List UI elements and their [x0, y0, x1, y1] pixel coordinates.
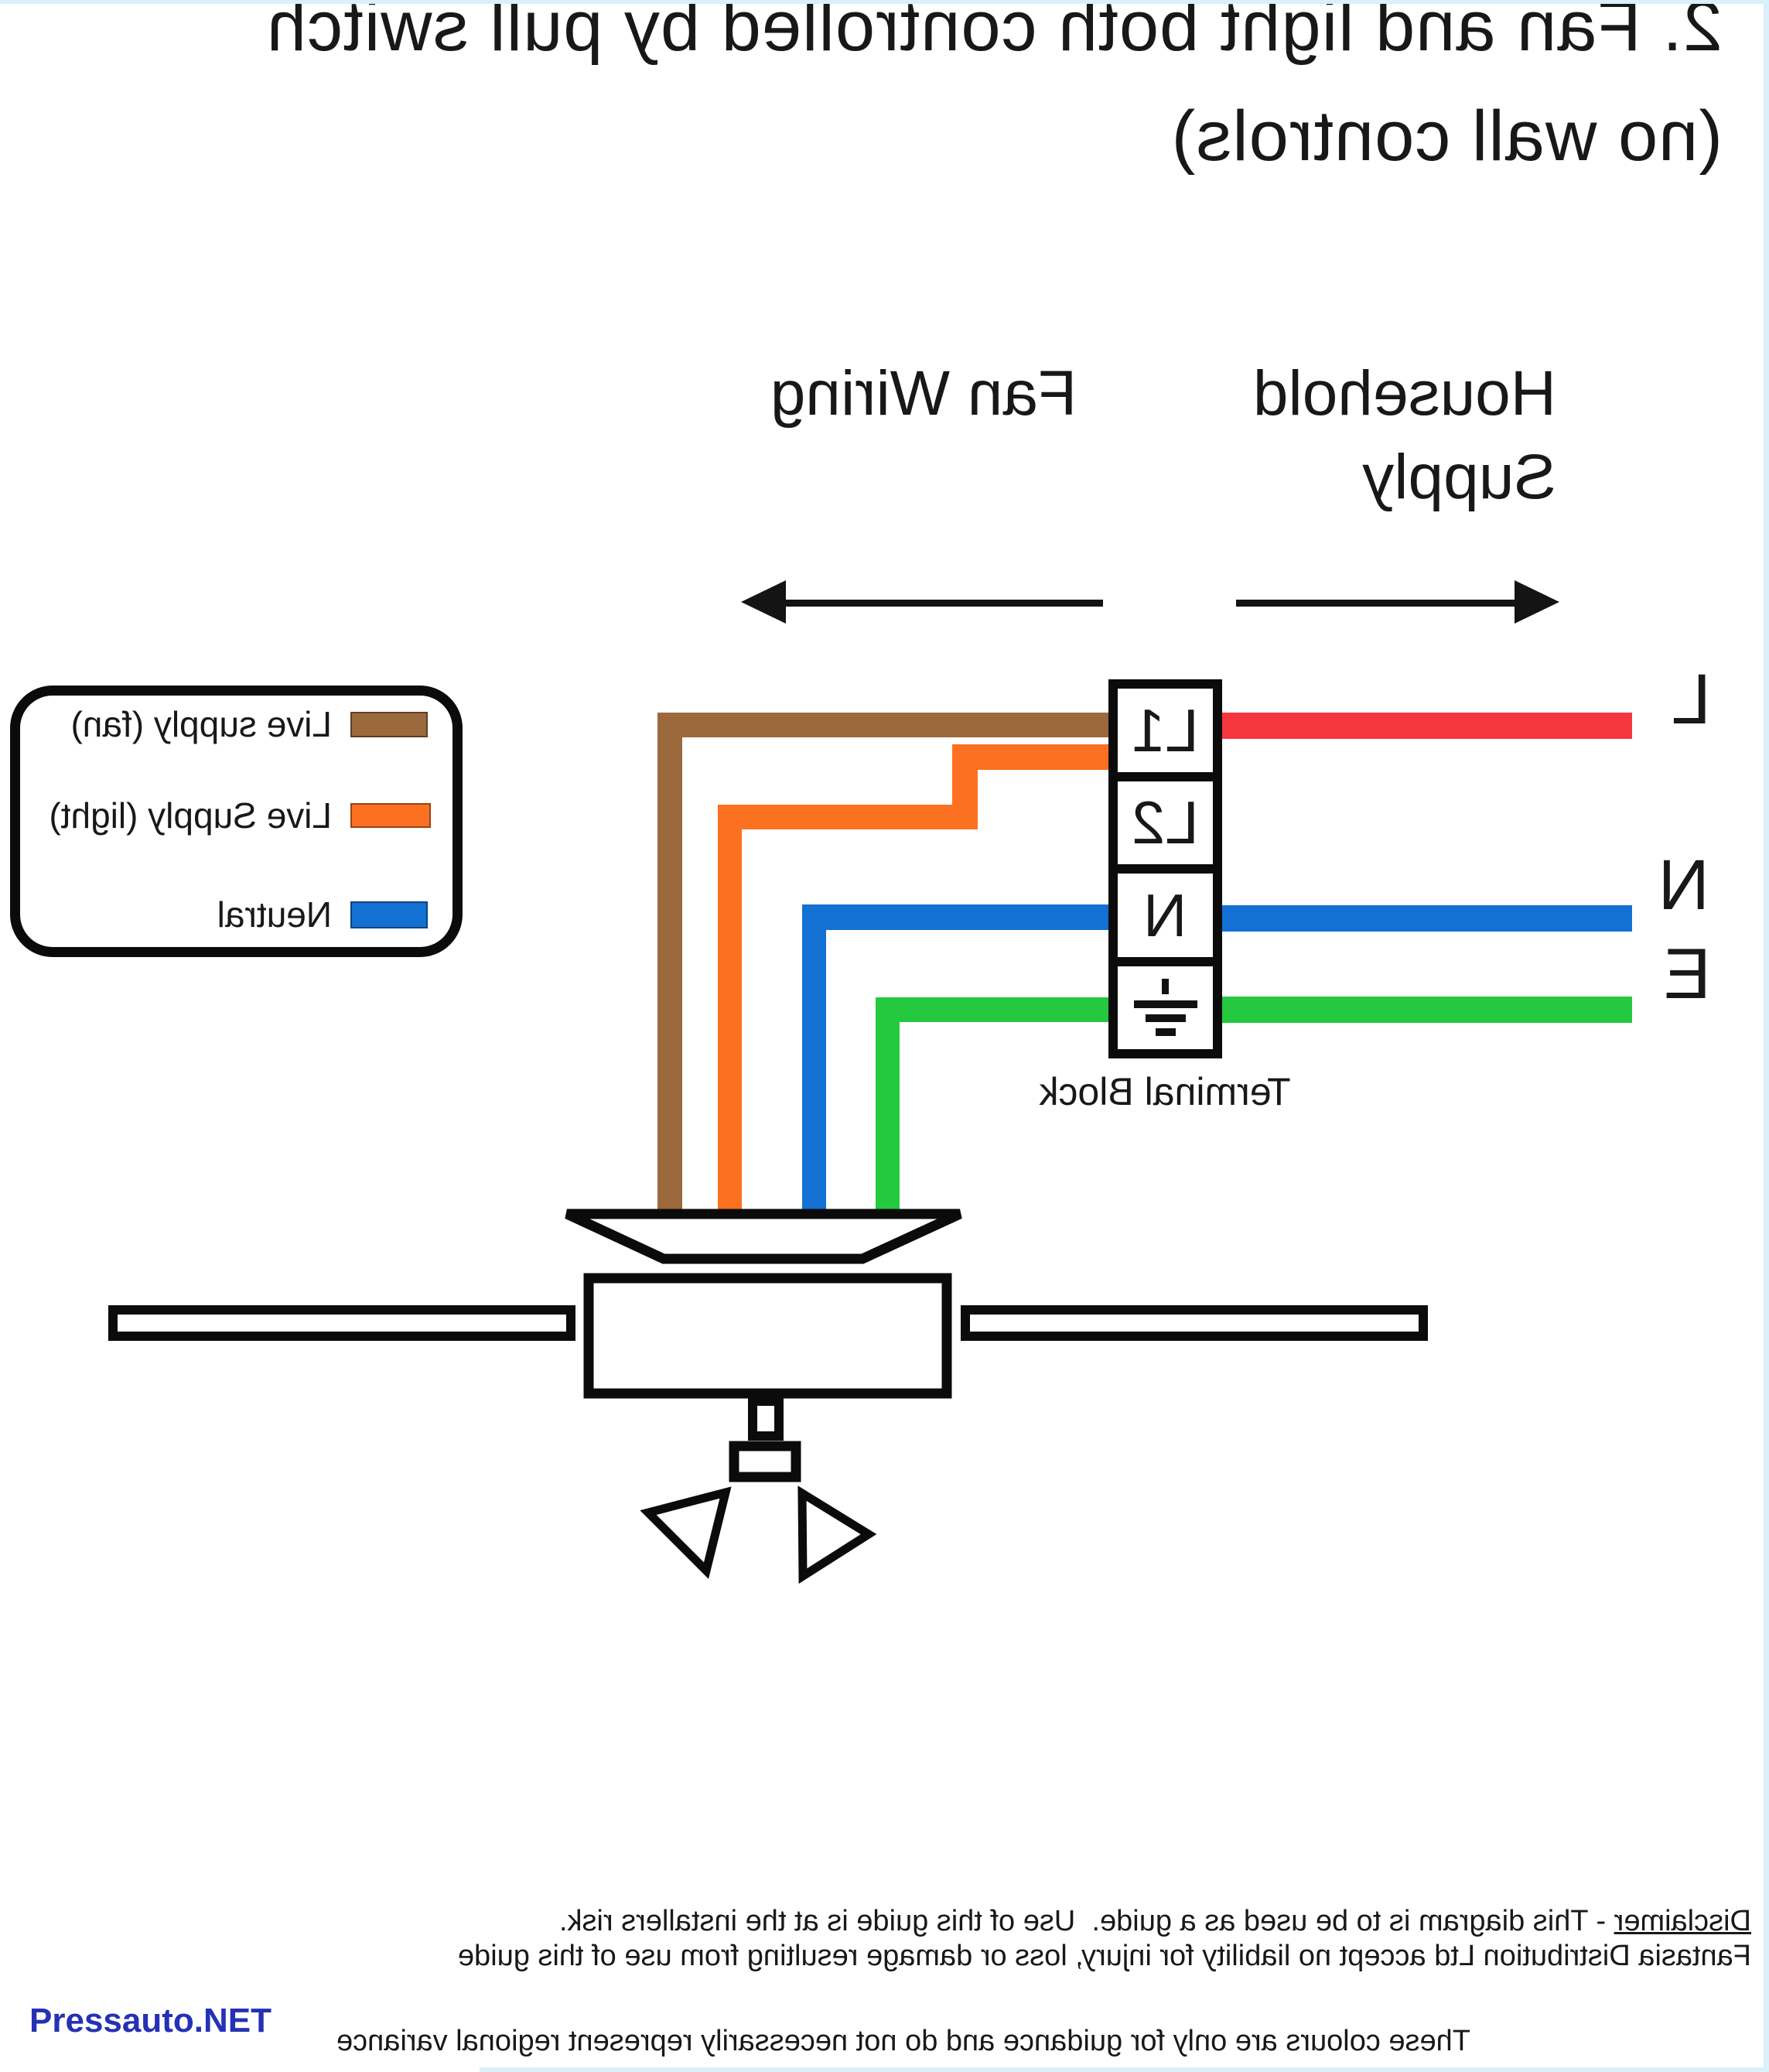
wire-orange-lower	[718, 805, 978, 829]
terminal-cell-l1-label: L1	[1132, 696, 1199, 764]
terminal-block-label: Terminal Block	[1039, 1070, 1291, 1113]
arrow-head	[741, 580, 786, 624]
wire-neutral-right	[1213, 905, 1632, 932]
legend-label-live-fan: Live supply (fan)	[70, 704, 333, 744]
fan-blade-right	[961, 1305, 1428, 1341]
fan-motor-body	[583, 1273, 952, 1399]
terminal-block: L1 L2 N	[1108, 679, 1222, 1058]
wire-brown-horizontal	[657, 713, 1118, 737]
wire-blue-vertical	[802, 904, 826, 1211]
legend-swatch-live-fan	[350, 712, 428, 737]
supply-line-n-label: N	[1658, 846, 1709, 925]
terminal-cell-n-label: N	[1143, 880, 1187, 949]
fan-wiring-arrow-icon	[741, 579, 1105, 627]
light-ray-left-icon	[640, 1486, 732, 1579]
legend-swatch-live-light	[350, 803, 431, 828]
disclaimer-line2: Fantasia Distribution Ltd accept no liab…	[457, 1940, 1751, 1972]
legend-label-neutral: Neutral	[217, 894, 332, 935]
fan-wiring-label: Fan Wiring	[770, 358, 1077, 429]
terminal-cell-earth	[1118, 956, 1213, 1050]
legend-label-live-light: Live Supply (light)	[49, 795, 332, 836]
wire-green-horizontal	[876, 997, 1118, 1022]
legend-swatch-neutral	[350, 901, 428, 928]
wire-orange-upper	[954, 744, 1118, 770]
arrow-shaft	[1236, 600, 1521, 607]
diagram-title-line2: (no wall controls)	[1170, 97, 1723, 176]
fan-blade-left	[108, 1305, 575, 1341]
fan-canopy	[565, 1209, 962, 1264]
fan-downrod	[748, 1397, 784, 1441]
light-ray-right-icon	[797, 1486, 877, 1584]
scan-edge-right	[1764, 0, 1769, 2072]
disclaimer-line1-rest: - This diagram is to be used as a guide.…	[558, 1905, 1614, 1937]
diagram-title-line1: 2. Fan and light both controlled by pull…	[266, 0, 1723, 66]
scan-edge-bottom	[480, 2067, 1769, 2072]
household-supply-arrow-icon	[1235, 579, 1559, 627]
household-label: Household	[1252, 358, 1556, 429]
supply-line-e-label: E	[1663, 935, 1711, 1014]
wire-earth-right	[1213, 997, 1632, 1023]
wire-green-vertical	[876, 997, 900, 1211]
arrow-shaft	[780, 600, 1103, 607]
terminal-cell-l2-label: L2	[1132, 788, 1199, 857]
scan-edge-top	[0, 0, 1769, 4]
terminal-cell-l2: L2	[1118, 771, 1213, 865]
wire-blue-horizontal	[802, 904, 1118, 930]
wire-orange-vertical	[718, 805, 742, 1211]
disclaimer-line1: Disclaimer - This diagram is to be used …	[204, 1905, 1751, 1937]
fan-light-fitting	[729, 1441, 801, 1482]
arrow-head	[1515, 580, 1559, 624]
terminal-cell-l1: L1	[1118, 689, 1213, 772]
wire-live-red	[1213, 713, 1632, 739]
disclaimer-line3: These colours are only for guidance and …	[336, 2025, 1470, 2057]
wire-brown-vertical	[657, 713, 682, 1211]
ceiling-fan-drawing	[108, 1209, 1428, 1584]
supply-line-l-label: L	[1671, 660, 1711, 739]
terminal-cell-n: N	[1118, 864, 1213, 957]
supply-label: Supply	[1362, 442, 1556, 512]
watermark-pressauto: Pressauto.NET	[29, 2002, 271, 2040]
disclaimer-word: Disclaimer	[1614, 1905, 1751, 1937]
earth-symbol-icon	[1133, 979, 1197, 1037]
